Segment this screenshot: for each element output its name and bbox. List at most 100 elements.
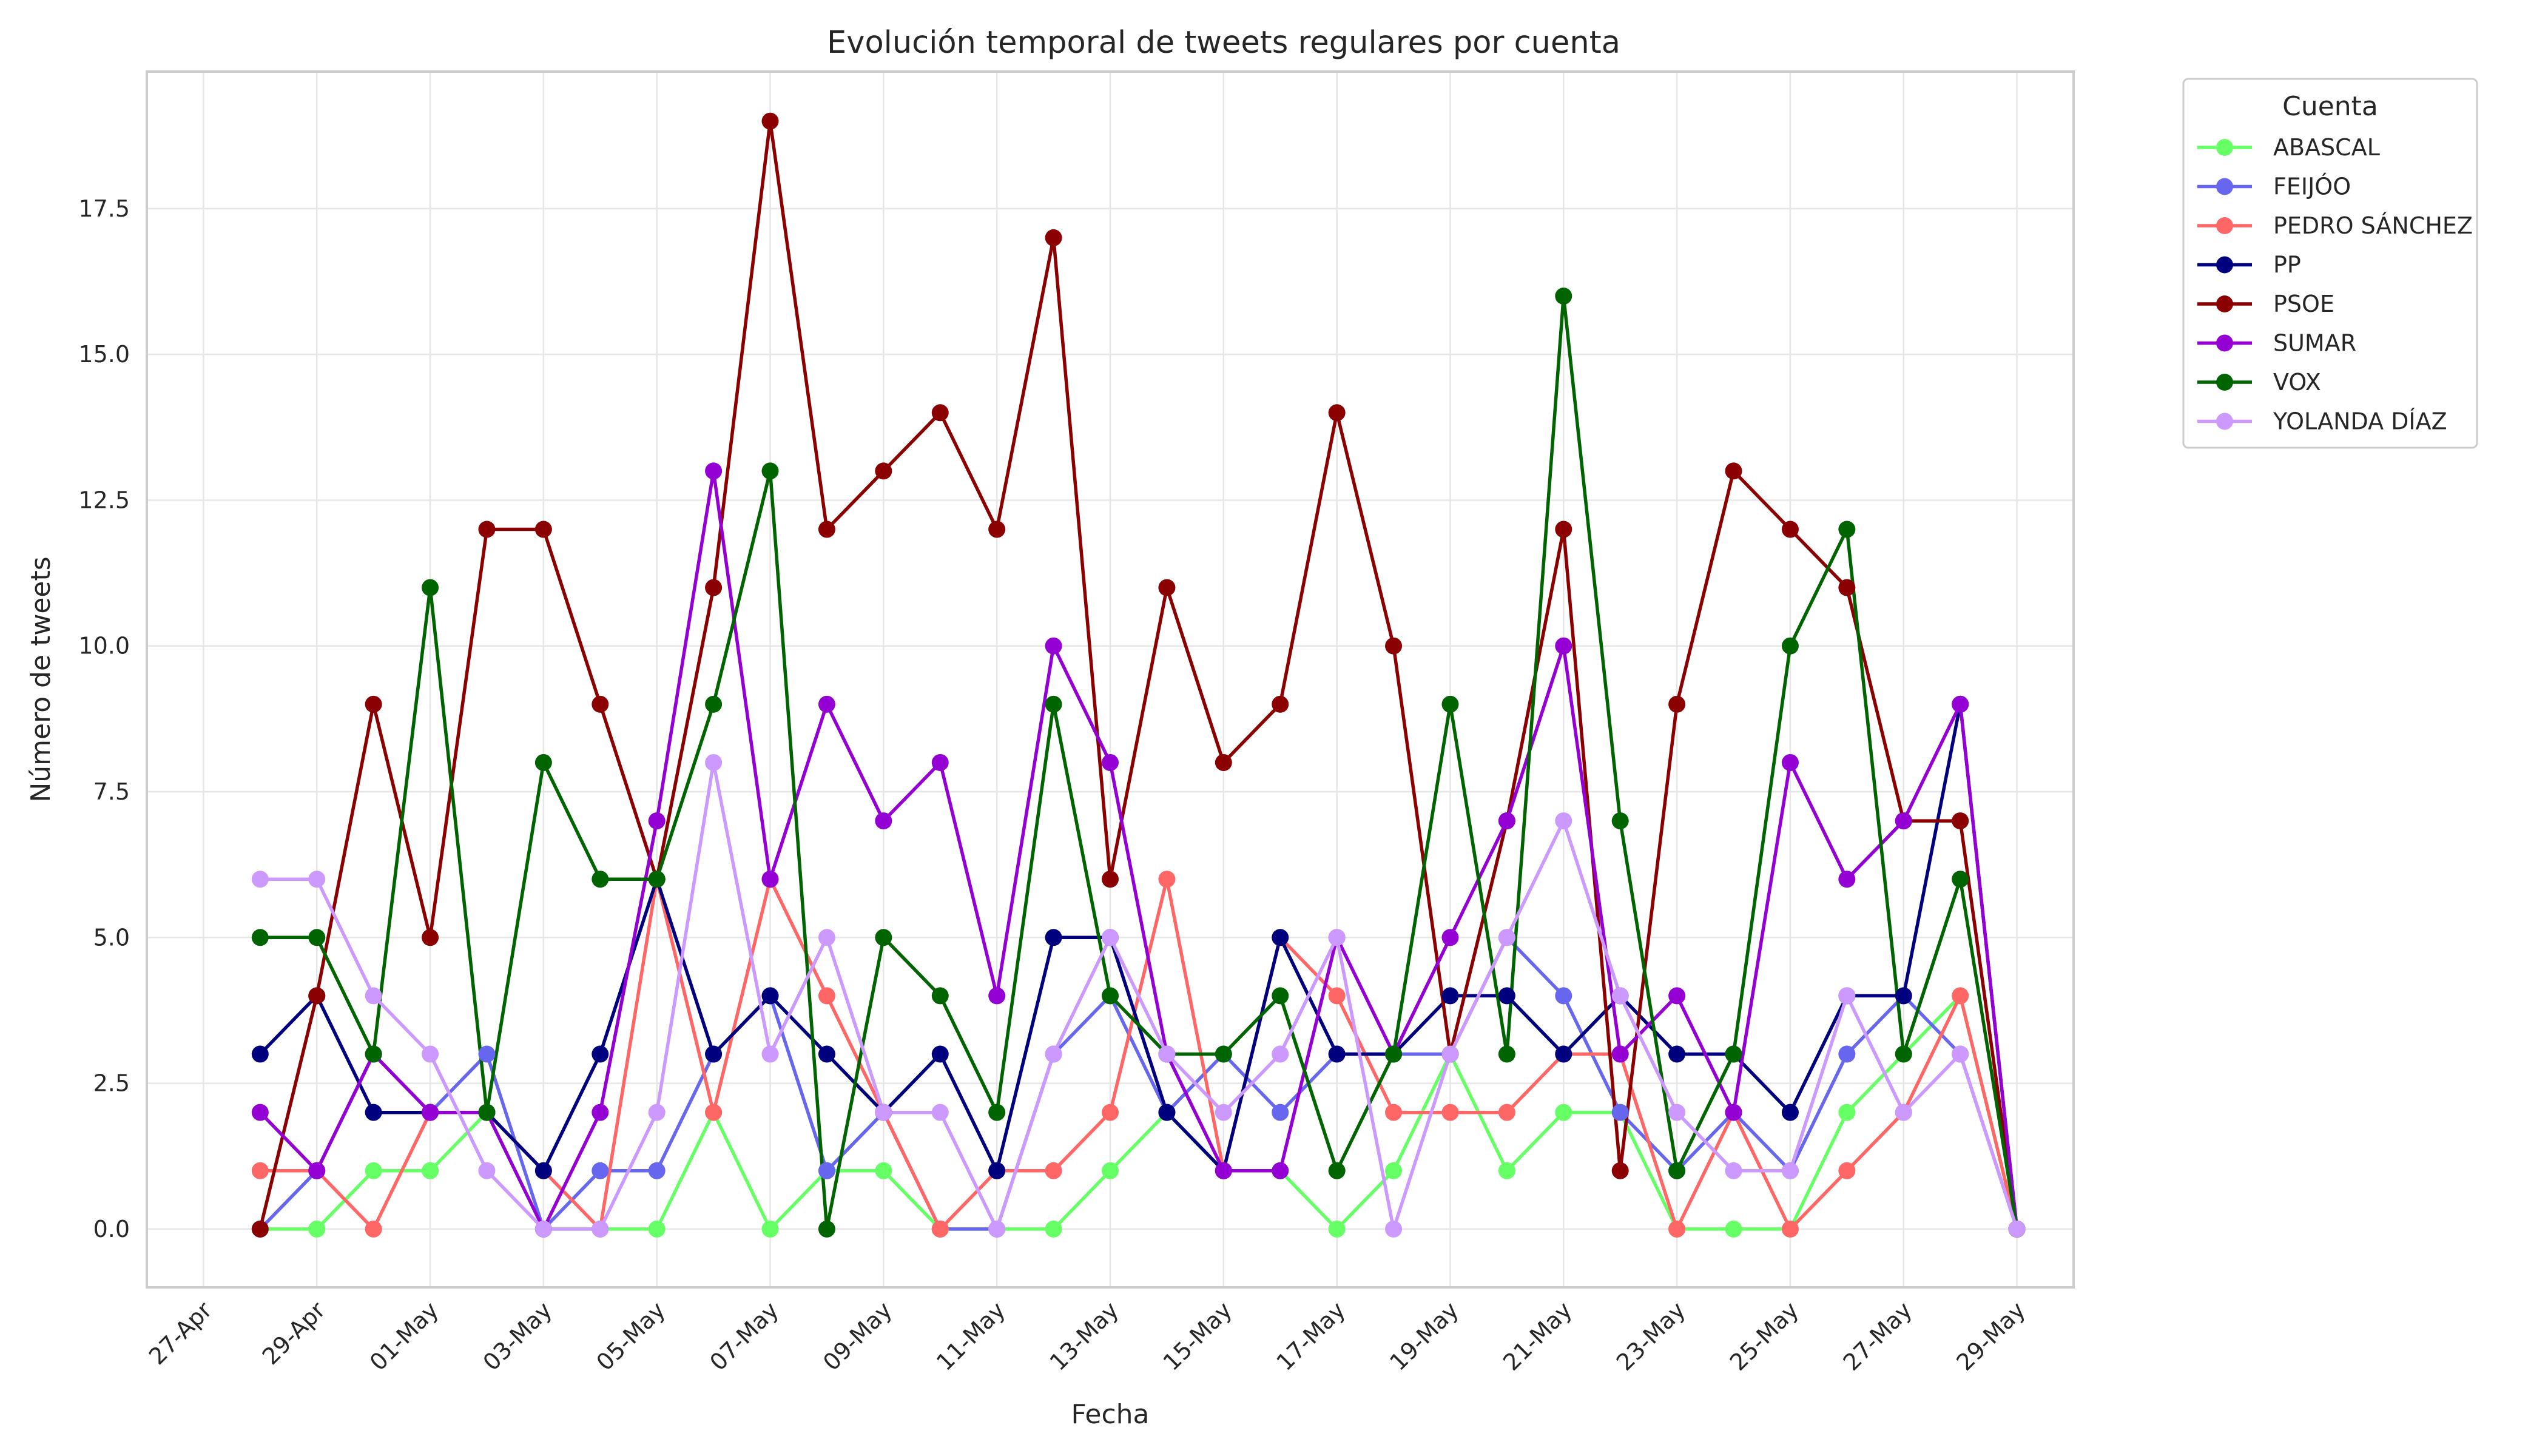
data-point-abascal (1555, 1104, 1572, 1121)
data-point-pp (705, 1045, 723, 1063)
data-point-yolanda-diaz (988, 1220, 1006, 1238)
data-point-vox (818, 1220, 835, 1238)
data-point-pedro-sanchez (705, 1104, 723, 1121)
data-point-pedro-sanchez (1102, 1104, 1119, 1121)
data-point-yolanda-diaz (1441, 1045, 1459, 1063)
legend-title: Cuenta (2282, 91, 2378, 122)
data-point-yolanda-diaz (1555, 812, 1572, 830)
data-point-feijoo (1838, 1045, 1856, 1063)
data-point-pp (1328, 1045, 1346, 1063)
legend-label: FEIJÓO (2273, 174, 2351, 200)
data-point-pp (1781, 1104, 1799, 1121)
x-tick-label: 07-May (704, 1296, 784, 1376)
data-point-yolanda-diaz (308, 871, 326, 888)
y-tick-label: 5.0 (93, 924, 130, 951)
x-tick-label: 09-May (818, 1296, 897, 1376)
data-point-vox (988, 1104, 1006, 1121)
data-point-abascal (1385, 1162, 1403, 1179)
data-point-vox (422, 579, 439, 596)
legend-label: SUMAR (2273, 330, 2356, 357)
data-point-psoe (1102, 871, 1119, 888)
data-point-pp (1272, 929, 1289, 946)
legend-marker (2216, 413, 2233, 430)
data-point-pedro-sanchez (1952, 987, 1969, 1005)
data-point-vox (1611, 812, 1629, 830)
x-tick-label: 05-May (592, 1296, 671, 1376)
data-point-yolanda-diaz (592, 1220, 609, 1238)
data-point-psoe (251, 1220, 269, 1238)
data-point-sumar (1045, 637, 1062, 655)
data-point-sumar (251, 1104, 269, 1121)
data-point-abascal (1838, 1104, 1856, 1121)
data-point-pp (1555, 1045, 1572, 1063)
data-point-feijoo (478, 1045, 496, 1063)
series-line-psoe (258, 119, 2019, 1230)
data-point-sumar (1952, 695, 1969, 713)
data-point-pp (1441, 987, 1459, 1005)
legend-item-feijoo: FEIJÓO (2197, 174, 2351, 200)
data-point-vox (592, 871, 609, 888)
data-point-abascal (1725, 1220, 1742, 1238)
data-point-vox (478, 1104, 496, 1121)
data-point-sumar (1498, 812, 1515, 830)
data-point-pp (1158, 1104, 1176, 1121)
data-point-pedro-sanchez (1781, 1220, 1799, 1238)
data-point-pedro-sanchez (1668, 1220, 1686, 1238)
data-point-feijoo (1555, 987, 1572, 1005)
data-point-vox (1555, 288, 1572, 305)
data-point-yolanda-diaz (1611, 987, 1629, 1005)
y-axis-ticks: 0.0 2.5 5.0 7.5 10.0 12.5 15.0 17.5 (78, 195, 130, 1242)
x-tick-label: 13-May (1045, 1296, 1124, 1376)
data-point-yolanda-diaz (1158, 1045, 1176, 1063)
data-point-sumar (1668, 987, 1686, 1005)
chart-title: Evolución temporal de tweets regulares p… (827, 25, 1620, 61)
data-point-psoe (534, 521, 552, 538)
data-point-vox (705, 695, 723, 713)
legend-marker (2216, 374, 2233, 391)
data-point-psoe (1725, 462, 1742, 480)
data-point-yolanda-diaz (818, 929, 835, 946)
legend-items: ABASCAL FEIJÓO PEDRO SÁNCHEZ PP PSOE SUMAR VOX… (2197, 134, 2473, 435)
data-point-sumar (1781, 753, 1799, 771)
data-point-sumar (1725, 1104, 1742, 1121)
data-point-sumar (648, 812, 666, 830)
legend-item-psoe: PSOE (2197, 291, 2334, 317)
data-point-pp (818, 1045, 835, 1063)
data-point-psoe (1668, 695, 1686, 713)
data-point-vox (1952, 871, 1969, 888)
x-tick-label: 15-May (1158, 1296, 1238, 1376)
data-point-pedro-sanchez (931, 1220, 949, 1238)
data-point-feijoo (818, 1162, 835, 1179)
data-point-vox (1328, 1162, 1346, 1179)
data-point-abascal (761, 1220, 779, 1238)
data-point-abascal (308, 1220, 326, 1238)
data-point-vox (1725, 1045, 1742, 1063)
legend-label: VOX (2273, 369, 2321, 396)
y-tick-label: 15.0 (78, 341, 130, 368)
data-point-sumar (1215, 1162, 1232, 1179)
legend-item-yolanda-diaz: YOLANDA DÍAZ (2197, 408, 2447, 435)
data-point-psoe (308, 987, 326, 1005)
data-point-sumar (1555, 637, 1572, 655)
data-point-yolanda-diaz (365, 987, 382, 1005)
data-point-pp (931, 1045, 949, 1063)
x-tick-label: 11-May (931, 1296, 1011, 1376)
data-point-yolanda-diaz (1328, 929, 1346, 946)
legend-label: PSOE (2273, 291, 2334, 317)
data-point-pp (1045, 929, 1062, 946)
legend-marker (2216, 217, 2233, 234)
data-point-psoe (875, 462, 892, 480)
series-points (251, 112, 2026, 1238)
data-point-pp (988, 1162, 1006, 1179)
data-point-psoe (592, 695, 609, 713)
data-point-pedro-sanchez (1045, 1162, 1062, 1179)
data-point-vox (1441, 695, 1459, 713)
data-point-psoe (1328, 404, 1346, 422)
data-point-yolanda-diaz (1498, 929, 1515, 946)
data-point-psoe (1952, 812, 1969, 830)
data-point-pedro-sanchez (1498, 1104, 1515, 1121)
legend-label: YOLANDA DÍAZ (2273, 408, 2447, 435)
legend-label: ABASCAL (2273, 134, 2380, 161)
data-point-psoe (818, 521, 835, 538)
